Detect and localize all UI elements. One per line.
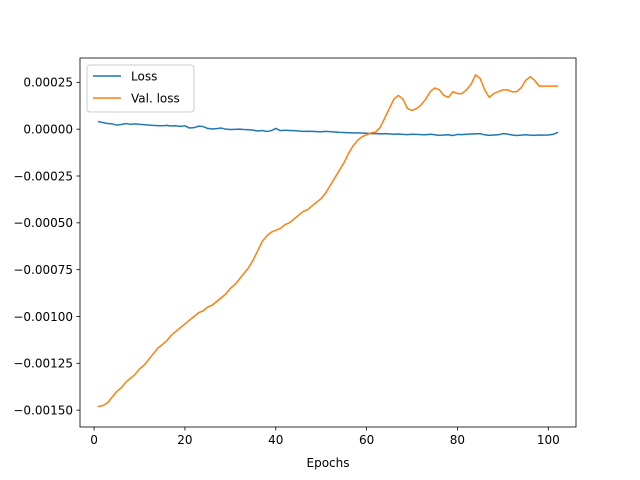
y-tick-label: −0.00125 [13,357,73,371]
series-line-val-loss [97,74,559,408]
axes-frame [79,57,577,428]
legend-label: Loss [131,70,157,84]
y-tick-label: −0.00100 [13,310,73,324]
series-line-loss [97,120,559,137]
x-axis-label: Epochs [307,456,350,470]
x-tick-label: 40 [268,433,283,447]
y-tick-label: −0.00075 [13,263,73,277]
legend-label: Val. loss [131,92,180,106]
x-tick-label: 60 [359,433,374,447]
x-tick-label: 20 [177,433,192,447]
axes-border [79,57,577,428]
y-tick-label: −0.00150 [13,403,73,417]
y-tick-label: −0.00025 [13,169,73,183]
y-axis-ticks: 0.00025 0.00000 −0.00025 −0.00050 −0.00075 −0… [13,76,80,417]
x-tick-label: 100 [537,433,560,447]
plot-area [79,57,577,428]
legend: Loss Val. loss [86,64,195,113]
y-tick-label: 0.00025 [23,76,73,90]
x-tick-label: 80 [450,433,465,447]
x-axis-ticks: 0 20 40 60 80 100 [90,427,560,447]
y-tick-label: −0.00050 [13,216,73,230]
series-group [97,74,559,408]
y-tick-label: 0.00000 [23,122,73,136]
x-tick-label: 0 [90,433,98,447]
